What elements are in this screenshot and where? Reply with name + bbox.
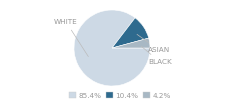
Legend: 85.4%, 10.4%, 4.2%: 85.4%, 10.4%, 4.2% [69, 92, 171, 99]
Wedge shape [74, 10, 150, 86]
Text: ASIAN: ASIAN [137, 34, 170, 53]
Text: BLACK: BLACK [141, 46, 172, 65]
Wedge shape [112, 18, 149, 48]
Wedge shape [112, 38, 150, 48]
Text: WHITE: WHITE [54, 19, 88, 57]
